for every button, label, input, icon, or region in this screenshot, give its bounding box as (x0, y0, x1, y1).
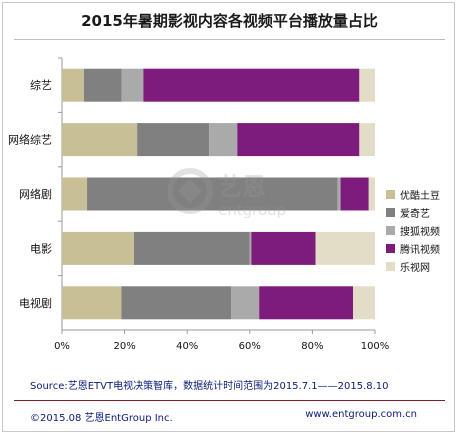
legend-label: 搜狐视频 (400, 226, 440, 238)
category-label: 电影 (30, 242, 52, 255)
x-tick-label: 40% (176, 341, 198, 352)
legend-label: 爱奇艺 (400, 208, 430, 220)
category-label: 电视剧 (19, 296, 52, 310)
chart-title: 2015年暑期影视内容各视频平台播放量占比 (81, 12, 378, 30)
bar-segment (83, 68, 122, 102)
category-label: 网络剧 (19, 187, 52, 201)
bar-segment (62, 123, 138, 157)
bar-segment (337, 177, 341, 211)
bar-segment (62, 177, 88, 211)
bar-segment (359, 68, 375, 102)
bar-segment (368, 177, 375, 211)
bar-segment (340, 177, 369, 211)
watermark-sub: entgroup (218, 201, 286, 219)
chart-frame (2, 2, 455, 432)
bar-segment (143, 68, 360, 102)
title-divider (14, 39, 445, 40)
bar-segment (359, 123, 375, 157)
bar-segment (231, 286, 260, 320)
bar-segment (249, 231, 252, 265)
bar-segment (121, 68, 144, 102)
bar-segment (62, 286, 122, 320)
legend-item: 乐视网 (386, 257, 440, 275)
bar-segment (87, 177, 338, 211)
x-tick-label: 100% (361, 341, 390, 352)
copyright-text: ©2015.08 艺恩EntGroup Inc. (30, 413, 173, 424)
x-tick-label: 0% (54, 341, 70, 352)
website-link[interactable]: www.entgroup.com.cn (305, 409, 417, 420)
bar-segment (121, 286, 232, 320)
legend-swatch (386, 261, 395, 271)
bar-segment (133, 231, 250, 265)
legend-item: 搜狐视频 (386, 221, 440, 239)
legend-label: 乐视网 (400, 262, 430, 274)
legend-swatch (386, 189, 395, 199)
footer-divider (14, 400, 445, 401)
legend-label: 优酷土豆 (400, 190, 440, 202)
data-source-note: Source:艺恩ETVT电视决策智库，数据统计时间范围为2015.7.1——2… (30, 381, 389, 392)
x-tick-label: 60% (239, 341, 261, 352)
legend-item: 优酷土豆 (386, 185, 440, 203)
legend-item: 腾讯视频 (386, 239, 440, 257)
bar-segment (209, 123, 238, 157)
legend-swatch (386, 243, 395, 253)
legend-label: 腾讯视频 (400, 244, 440, 256)
legend-swatch (386, 207, 395, 217)
chart-legend: 优酷土豆 爱奇艺 搜狐视频 腾讯视频 乐视网 (386, 185, 440, 275)
bar-segment (237, 123, 360, 157)
legend-item: 爱奇艺 (386, 203, 440, 221)
legend-swatch (386, 225, 395, 235)
bar-segment (137, 123, 210, 157)
bar-segment (353, 286, 375, 320)
bar-segment (259, 286, 354, 320)
bar-segment (315, 231, 375, 265)
bar-segment (251, 231, 316, 265)
x-tick-label: 80% (301, 341, 323, 352)
bar-segment (62, 68, 84, 102)
category-label: 综艺 (30, 78, 52, 92)
watermark-brand: 艺恩 (218, 173, 266, 201)
bar-segment (62, 231, 134, 265)
entgroup-watermark-logo: 艺恩 entgroup (168, 168, 286, 219)
x-tick-label: 20% (113, 341, 135, 352)
category-label: 网络综艺 (8, 133, 52, 147)
